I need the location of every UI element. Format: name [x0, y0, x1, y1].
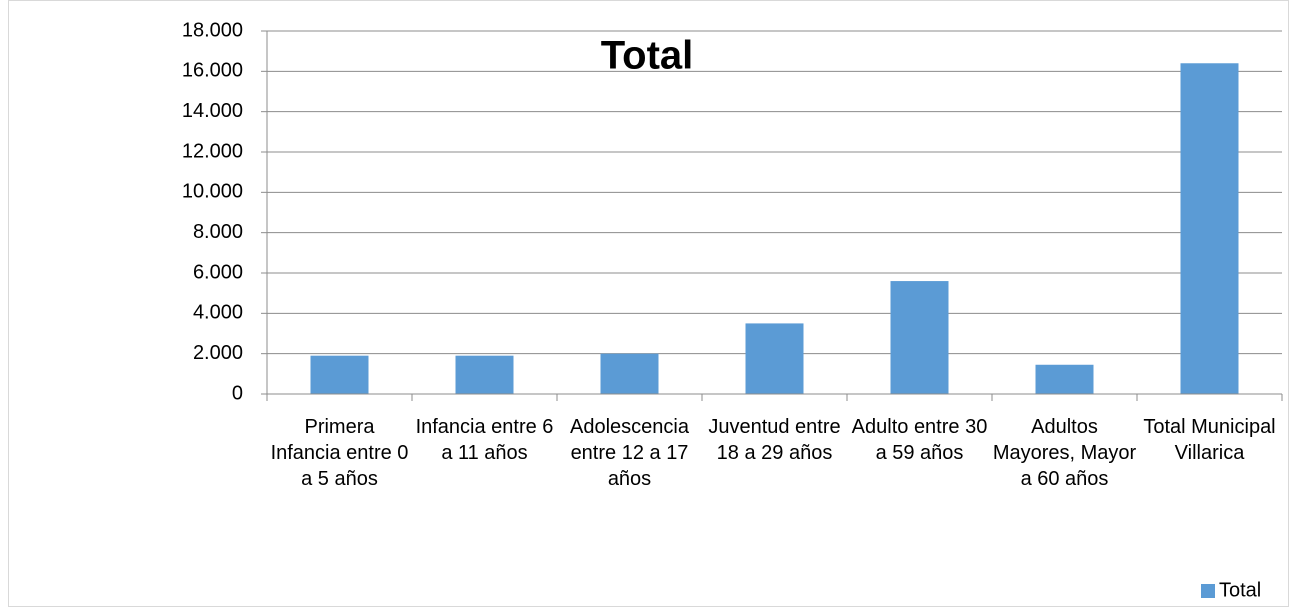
- x-tick-label: Primera Infancia entre 0 a 5 años: [270, 416, 409, 490]
- bar: [1035, 364, 1094, 394]
- bar: [600, 353, 659, 394]
- y-tick-label: 18.000: [182, 19, 243, 41]
- bar: [455, 355, 514, 394]
- y-tick-label: 6.000: [193, 261, 243, 283]
- bar: [745, 323, 804, 394]
- x-tick-label: Juventud entre 18 a 29 años: [708, 416, 841, 464]
- y-tick-label: 14.000: [182, 100, 243, 122]
- x-tick-label: Total Municipal Villarica: [1143, 416, 1276, 464]
- y-tick-label: 0: [232, 382, 243, 404]
- y-tick-label: 10.000: [182, 181, 243, 203]
- chart-border: [8, 0, 1289, 607]
- y-tick-label: 4.000: [193, 302, 243, 324]
- y-tick-label: 16.000: [182, 60, 243, 82]
- bar: [890, 281, 949, 394]
- x-tick-label: Adultos Mayores, Mayor a 60 años: [992, 416, 1137, 490]
- x-tick-label: Adulto entre 30 a 59 años: [851, 416, 988, 464]
- bar: [310, 355, 369, 394]
- bar: [1180, 63, 1239, 395]
- x-tick-label: Infancia entre 6 a 11 años: [415, 416, 554, 464]
- chart-title: Total: [601, 34, 694, 78]
- legend-label: Total: [1219, 579, 1261, 601]
- legend-swatch: [1201, 584, 1215, 598]
- y-tick-label: 8.000: [193, 221, 243, 243]
- y-tick-label: 12.000: [182, 140, 243, 162]
- y-tick-label: 2.000: [193, 342, 243, 364]
- x-tick-label: Adolescencia entre 12 a 17 años: [570, 416, 689, 490]
